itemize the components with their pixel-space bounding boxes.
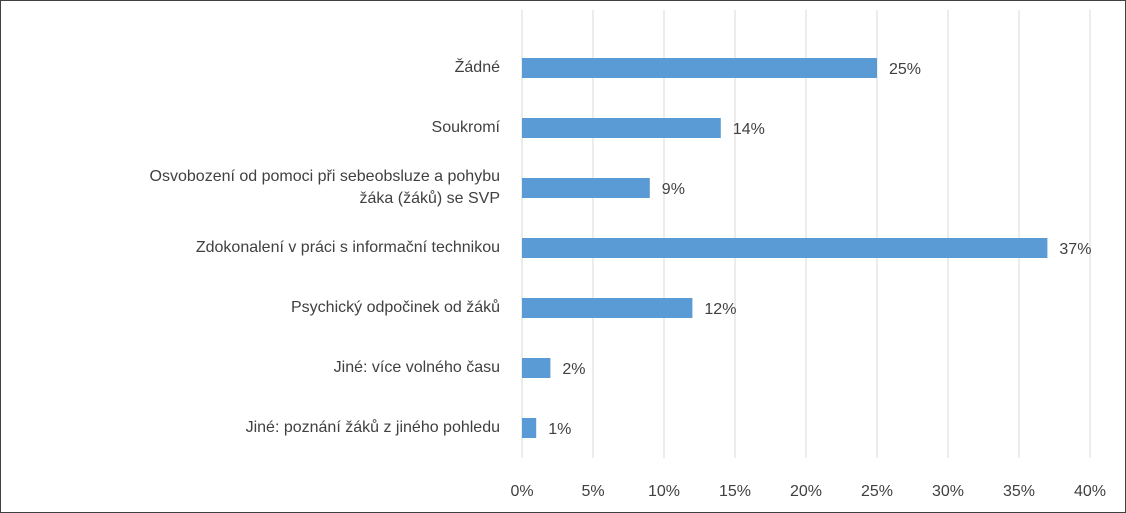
x-tick-label: 10% [648,483,680,500]
x-tick-label: 40% [1074,483,1106,500]
bar [522,178,650,198]
bar [522,58,877,78]
bar [522,298,693,318]
y-tick-label: Osvobození od pomoci při sebeobsluze a p… [150,168,500,207]
data-label: 9% [662,181,685,198]
x-tick-label: 5% [581,483,604,500]
x-tick-label: 35% [1003,483,1035,500]
x-tick-label: 15% [719,483,751,500]
y-tick-label: Psychický odpočinek od žáků [291,298,500,316]
bar [522,118,721,138]
x-tick-label: 0% [510,483,533,500]
bar [522,358,551,378]
x-tick-label: 25% [861,483,893,500]
bar [522,238,1048,258]
data-label: 2% [562,361,585,378]
y-tick-label: Zdokonalení v práci s informační technik… [196,239,500,256]
x-tick-label: 30% [932,483,964,500]
x-tick-label: 20% [790,483,822,500]
data-label: 12% [704,301,736,318]
y-tick-label: Jiné: poznání žáků z jiného pohledu [246,418,500,436]
data-label: 14% [733,121,765,138]
data-label: 25% [889,61,921,78]
y-tick-label: Žádné [455,57,500,76]
y-tick-label: Jiné: více volného času [334,359,500,376]
bar [522,418,537,438]
y-tick-label: Soukromí [432,119,501,136]
data-label: 1% [548,421,571,438]
data-label: 37% [1059,241,1091,258]
